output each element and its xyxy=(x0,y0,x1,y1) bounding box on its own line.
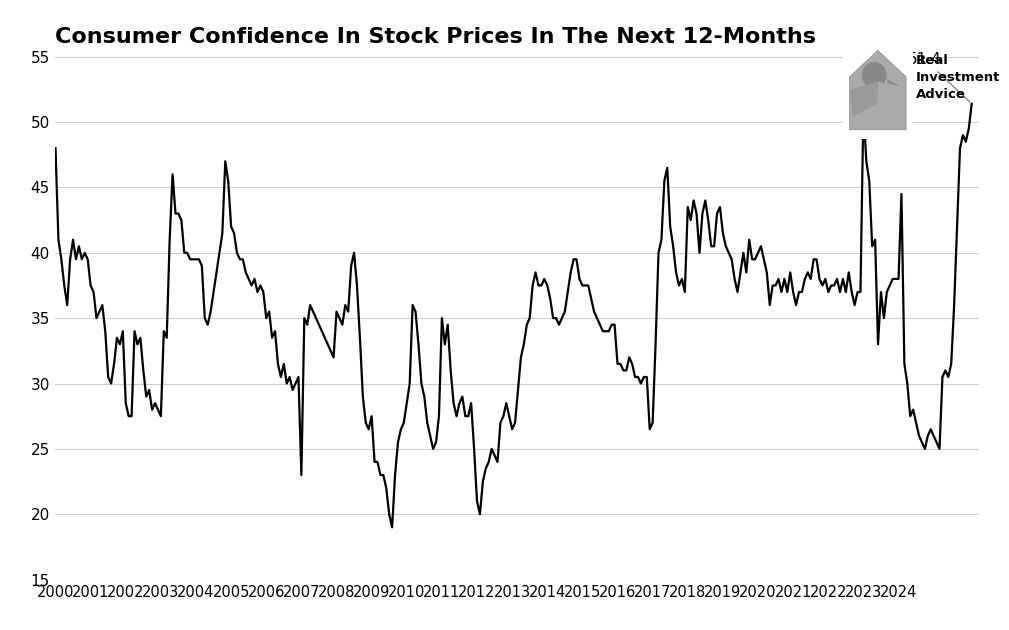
Polygon shape xyxy=(878,81,906,117)
Text: Consumer Confidence In Stock Prices In The Next 12-Months: Consumer Confidence In Stock Prices In T… xyxy=(55,27,816,47)
Polygon shape xyxy=(886,79,899,86)
Polygon shape xyxy=(850,81,878,117)
Text: 51.4: 51.4 xyxy=(908,52,970,102)
Text: Real
Investment
Advice: Real Investment Advice xyxy=(916,54,1001,101)
Polygon shape xyxy=(850,50,906,130)
Ellipse shape xyxy=(862,62,887,88)
